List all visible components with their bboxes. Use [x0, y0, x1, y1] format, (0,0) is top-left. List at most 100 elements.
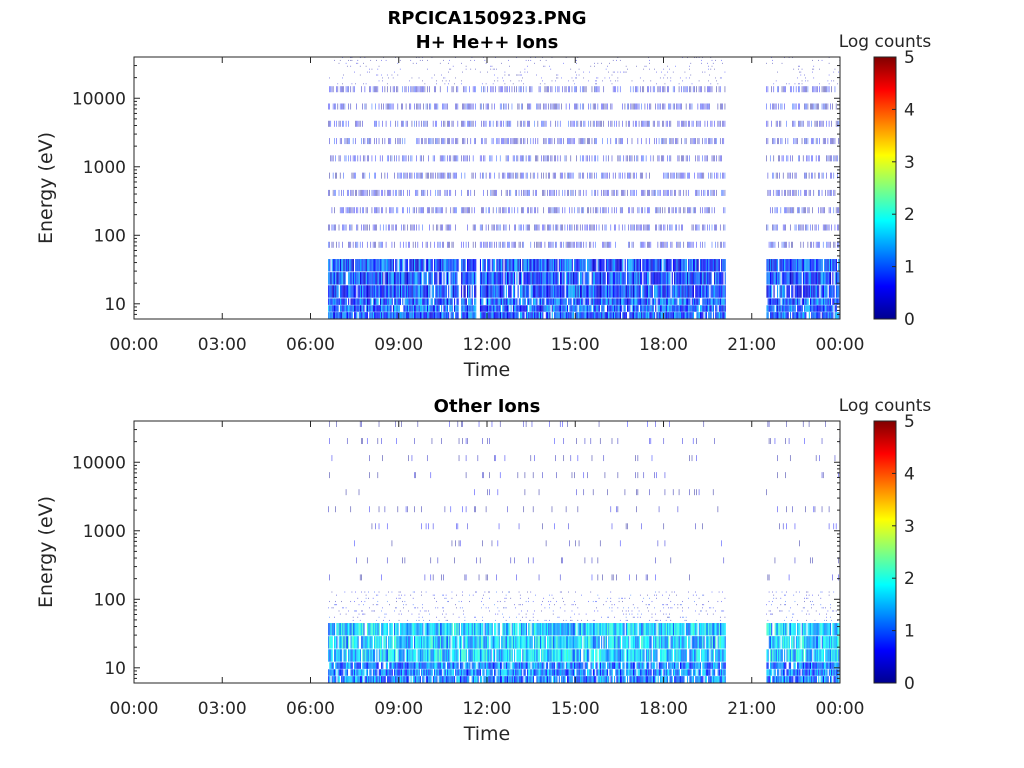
heatmap-cell [590, 312, 592, 319]
heatmap-cell [601, 259, 603, 272]
heatmap-cell [597, 120, 599, 127]
heatmap-cell [698, 285, 700, 298]
heatmap-cell [684, 71, 686, 73]
heatmap-cell [579, 120, 581, 127]
heatmap-cell [442, 80, 443, 82]
heatmap-cell [344, 138, 346, 145]
heatmap-cell [426, 172, 428, 179]
heatmap-cell [452, 285, 454, 298]
heatmap-cell [395, 120, 396, 127]
heatmap-cell [334, 649, 336, 662]
heatmap-cell [443, 172, 444, 179]
heatmap-cell [664, 312, 666, 319]
heatmap-cell [834, 155, 836, 162]
heatmap-cell [812, 138, 813, 145]
heatmap-cell [821, 59, 823, 61]
heatmap-cell [787, 272, 789, 285]
heatmap-cell [499, 241, 501, 248]
heatmap-cell [558, 207, 560, 214]
heatmap-cell [397, 207, 399, 214]
heatmap-cell [482, 138, 483, 145]
heatmap-cell [819, 272, 821, 285]
heatmap-cell [785, 305, 787, 312]
heatmap-cell [601, 172, 602, 179]
heatmap-cell [797, 259, 799, 272]
heatmap-cell [579, 155, 581, 162]
heatmap-cell [339, 623, 341, 636]
heatmap-cell [604, 312, 606, 319]
heatmap-cell [435, 138, 436, 145]
heatmap-cell [525, 312, 527, 319]
heatmap-cell [602, 312, 604, 319]
heatmap-cell [833, 172, 835, 179]
heatmap-cell [641, 207, 642, 214]
heatmap-cell [579, 305, 582, 312]
heatmap-cell [635, 86, 636, 93]
heatmap-cell [690, 86, 692, 93]
heatmap-cell [582, 207, 583, 214]
heatmap-cell [659, 86, 661, 93]
heatmap-cell [704, 189, 706, 196]
heatmap-cell [414, 272, 416, 285]
heatmap-cell [397, 120, 399, 127]
heatmap-cell [596, 207, 597, 214]
heatmap-cell [715, 138, 716, 145]
heatmap-cell [809, 103, 811, 110]
heatmap-cell [663, 189, 665, 196]
heatmap-cell [345, 676, 347, 683]
heatmap-cell [710, 120, 712, 127]
heatmap-cell [391, 298, 393, 305]
heatmap-cell [456, 172, 457, 179]
heatmap-cell [484, 285, 486, 298]
heatmap-cell [349, 207, 350, 214]
heatmap-cell [350, 649, 352, 662]
heatmap-cell [768, 259, 770, 272]
heatmap-cell [519, 272, 522, 285]
heatmap-cell [381, 272, 383, 285]
heatmap-cell [817, 138, 818, 145]
heatmap-cell [565, 86, 567, 93]
heatmap-cell [716, 312, 718, 319]
heatmap-cell [512, 298, 514, 305]
heatmap-cell [656, 71, 657, 73]
heatmap-cell [510, 138, 512, 145]
heatmap-cell [663, 272, 665, 285]
heatmap-cell [371, 189, 373, 196]
heatmap-cell [819, 172, 820, 179]
heatmap-cell [828, 189, 830, 196]
heatmap-cell [802, 298, 804, 305]
heatmap-cell [642, 259, 644, 272]
heatmap-cell [435, 120, 436, 127]
heatmap-cell [344, 669, 346, 676]
heatmap-cell [507, 189, 508, 196]
heatmap-cell [468, 103, 469, 110]
heatmap-cell [561, 138, 562, 145]
heatmap-cell [806, 285, 808, 298]
heatmap-cell [624, 103, 626, 110]
heatmap-cell [532, 298, 534, 305]
heatmap-cell [536, 305, 538, 312]
heatmap-cell [571, 207, 573, 214]
heatmap-cell [630, 312, 632, 319]
heatmap-cell [535, 305, 537, 312]
heatmap-cell [591, 285, 593, 298]
heatmap-cell [569, 103, 570, 110]
heatmap-cell [592, 298, 594, 305]
heatmap-cell [565, 305, 567, 312]
heatmap-cell [712, 259, 714, 272]
heatmap-cell [384, 312, 386, 319]
heatmap-cell [521, 189, 522, 196]
heatmap-cell [647, 305, 649, 312]
heatmap-cell [545, 272, 547, 285]
heatmap-cell [629, 305, 631, 312]
heatmap-cell [383, 285, 385, 298]
heatmap-cell [422, 241, 423, 248]
heatmap-cell [381, 259, 383, 272]
heatmap-cell [377, 68, 379, 70]
heatmap-cell [491, 65, 493, 67]
heatmap-cell [350, 636, 352, 649]
heatmap-cell [716, 272, 718, 285]
heatmap-cell [632, 207, 634, 214]
heatmap-cell [334, 138, 335, 145]
heatmap-cell [462, 207, 463, 214]
